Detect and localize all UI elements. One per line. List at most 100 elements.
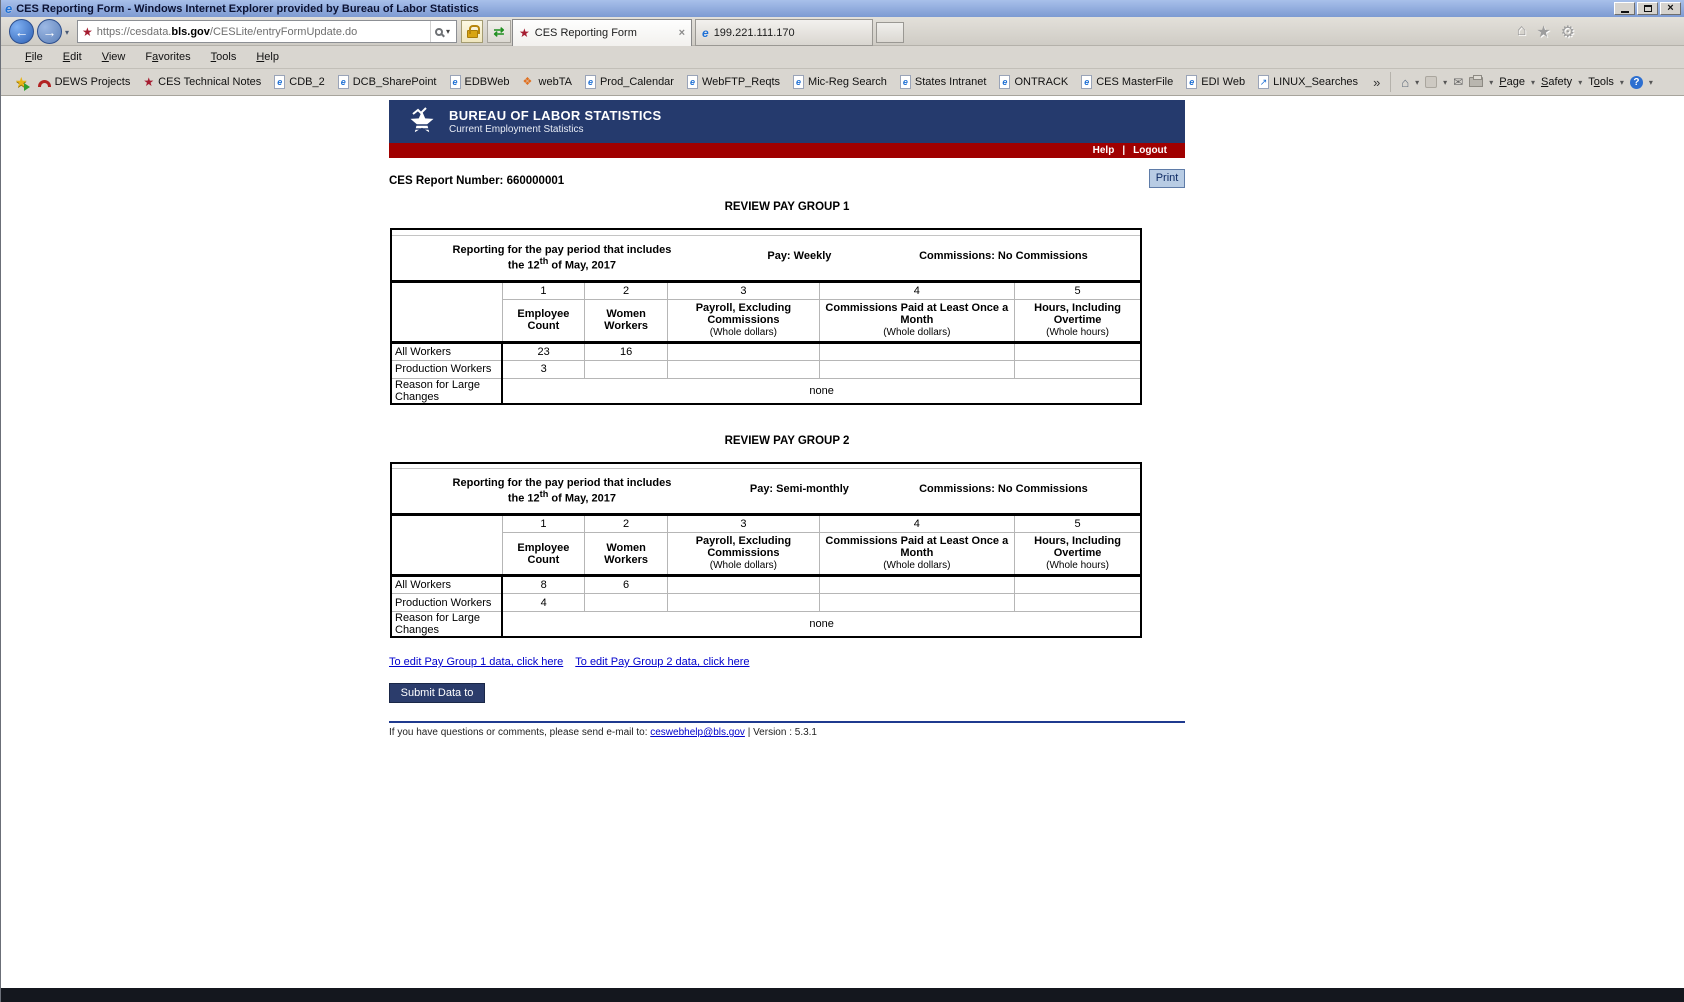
help-link[interactable]: Help — [1092, 145, 1115, 156]
home-icon[interactable]: ⌂ — [1516, 22, 1527, 39]
add-favorite-icon[interactable]: ★ — [15, 73, 28, 90]
favorite-webta[interactable]: webTA — [523, 76, 572, 88]
back-button[interactable]: ← — [9, 19, 34, 44]
cell-value — [818, 575, 1016, 594]
menu-view[interactable]: View — [94, 48, 134, 66]
commissions-status: Commissions: No Commissions — [919, 249, 1088, 262]
history-dropdown[interactable]: ▾ — [65, 28, 70, 37]
cell-value — [1014, 341, 1142, 361]
restore-button[interactable] — [1637, 2, 1658, 15]
menu-label-accel: H — [256, 51, 265, 63]
row-label-reason: Reason for Large Changes — [391, 611, 504, 637]
favorite-edbweb[interactable]: e EDBWeb — [449, 75, 510, 89]
safety-dropdown-icon[interactable]: ▾ — [1578, 77, 1583, 87]
favorite-states-intranet[interactable]: e States Intranet — [899, 75, 986, 89]
new-tab-button[interactable] — [876, 22, 904, 43]
minimize-button[interactable] — [1614, 2, 1635, 15]
edit-pay-group-1-link[interactable]: To edit Pay Group 1 data, click here — [389, 656, 564, 668]
refresh-button[interactable]: ⇄ — [487, 20, 511, 43]
favorite-prod-calendar[interactable]: e Prod_Calendar — [584, 75, 674, 89]
pay-group-1-table: Reporting for the pay period that includ… — [390, 228, 1142, 405]
tab-close-icon[interactable]: × — [678, 27, 685, 39]
cell-value — [583, 593, 669, 612]
window-controls: × — [1614, 2, 1681, 15]
tools-menu[interactable]: Tools — [1588, 76, 1614, 88]
favorite-ces-masterfile[interactable]: e CES MasterFile — [1081, 75, 1173, 89]
group-1-title: REVIEW PAY GROUP 1 — [724, 201, 850, 213]
close-button[interactable]: × — [1660, 2, 1681, 15]
cell-value — [667, 359, 820, 379]
favorite-cdb-2[interactable]: e CDB_2 — [274, 75, 325, 89]
col-header-hours: Hours, Including Overtime (Whole hours) — [1014, 298, 1142, 344]
cell-value — [667, 575, 820, 594]
footer-email-link[interactable]: ceswebhelp@bls.gov — [650, 727, 745, 738]
favorite-webftp-reqts[interactable]: e WebFTP_Reqts — [686, 75, 781, 89]
col-number: 5 — [1014, 514, 1142, 533]
corner-cell — [391, 280, 503, 344]
home-dropdown-icon[interactable]: ▾ — [1415, 77, 1420, 87]
page-dropdown-icon[interactable]: ▾ — [1530, 77, 1535, 87]
safety-menu[interactable]: Safety — [1541, 76, 1572, 88]
edit-pay-group-2-link[interactable]: To edit Pay Group 2 data, click here — [575, 656, 750, 668]
row-label-production-workers: Production Workers — [391, 359, 504, 379]
favorite-dews-projects[interactable]: DEWS Projects — [37, 76, 130, 88]
url-text[interactable]: https://cesdata.bls.gov/CESLite/entryFor… — [97, 26, 430, 38]
home-icon[interactable]: ⌂ — [1401, 74, 1410, 90]
help-dropdown-icon[interactable]: ▾ — [1648, 77, 1653, 87]
logout-link[interactable]: Logout — [1133, 145, 1167, 156]
favorite-dcb-sharepoint[interactable]: e DCB_SharePoint — [337, 75, 437, 89]
tab-ces-reporting-form[interactable]: ★ CES Reporting Form × — [512, 19, 692, 46]
favorite-ontrack[interactable]: e ONTRACK — [999, 75, 1068, 89]
table-row: Reason for Large Changes none — [391, 377, 1142, 404]
security-lock-button[interactable] — [461, 20, 483, 43]
table-top-strip — [391, 462, 1141, 469]
address-dropdown-icon[interactable]: ▾ — [445, 27, 450, 36]
menu-file[interactable]: File — [17, 48, 51, 66]
pay-group-2-table: Reporting for the pay period that includ… — [390, 461, 1142, 638]
cell-value: 6 — [583, 575, 669, 594]
cell-value: 3 — [501, 359, 585, 379]
print-button[interactable]: Print — [1149, 169, 1185, 188]
menu-label-part: F — [145, 51, 153, 63]
close-icon: × — [1667, 2, 1674, 14]
cmd-part: afety — [1548, 76, 1573, 88]
footer-text: If you have questions or comments, pleas… — [389, 727, 1185, 738]
tools-dropdown-icon[interactable]: ▾ — [1619, 77, 1624, 87]
print-dropdown-icon[interactable]: ▾ — [1489, 77, 1494, 87]
page-menu[interactable]: Page — [1499, 76, 1525, 88]
address-search-segment[interactable]: ▾ — [429, 21, 454, 42]
menu-help[interactable]: Help — [248, 48, 287, 66]
ie-page-icon: e — [449, 75, 461, 89]
report-number: CES Report Number: 660000001 — [389, 175, 565, 187]
ie-page-icon: e — [337, 75, 349, 89]
favorite-mic-reg-search[interactable]: e Mic-Reg Search — [793, 75, 887, 89]
gear-icon[interactable]: ⚙ — [1560, 24, 1575, 41]
star-red-icon: ★ — [143, 75, 155, 89]
rss-dropdown-icon[interactable]: ▾ — [1443, 77, 1448, 87]
address-bar[interactable]: ★ https://cesdata.bls.gov/CESLite/entryF… — [77, 20, 457, 43]
favorite-edi-web[interactable]: e EDI Web — [1186, 75, 1245, 89]
bls-banner: BUREAU OF LABOR STATISTICS Current Emplo… — [389, 100, 1185, 143]
menu-tools[interactable]: Tools — [203, 48, 245, 66]
tab-ip-address[interactable]: e 199.221.111.170 — [695, 19, 873, 46]
favorite-linux-searches[interactable]: ↗ LINUX_Searches — [1258, 75, 1358, 89]
read-mail-icon[interactable]: ✉ — [1453, 75, 1464, 89]
table-row: Production Workers 3 — [391, 359, 1142, 379]
forward-button[interactable]: → — [37, 19, 62, 44]
reporting-line2: the 12th of May, 2017 — [507, 255, 616, 272]
bls-subtitle: Current Employment Statistics — [449, 124, 584, 135]
favorites-overflow-chevron[interactable]: » — [1373, 74, 1381, 90]
reason-value: none — [501, 611, 1142, 637]
favorite-label: WebFTP_Reqts — [701, 76, 781, 88]
help-icon[interactable]: ? — [1629, 75, 1643, 89]
favorites-star-icon[interactable]: ★ — [1536, 24, 1551, 41]
site-favicon-star-icon: ★ — [82, 24, 93, 39]
menu-favorites[interactable]: Favorites — [137, 48, 198, 66]
favorite-ces-technical-notes[interactable]: ★ CES Technical Notes — [143, 75, 261, 89]
rss-feed-icon[interactable] — [1425, 76, 1438, 88]
menu-edit[interactable]: Edit — [55, 48, 90, 66]
cell-value: 23 — [501, 341, 585, 361]
submit-data-button[interactable]: Submit Data to BLS — [389, 683, 485, 717]
print-icon[interactable] — [1469, 75, 1484, 87]
bls-banner-text: BUREAU OF LABOR STATISTICS Current Emplo… — [449, 108, 661, 135]
